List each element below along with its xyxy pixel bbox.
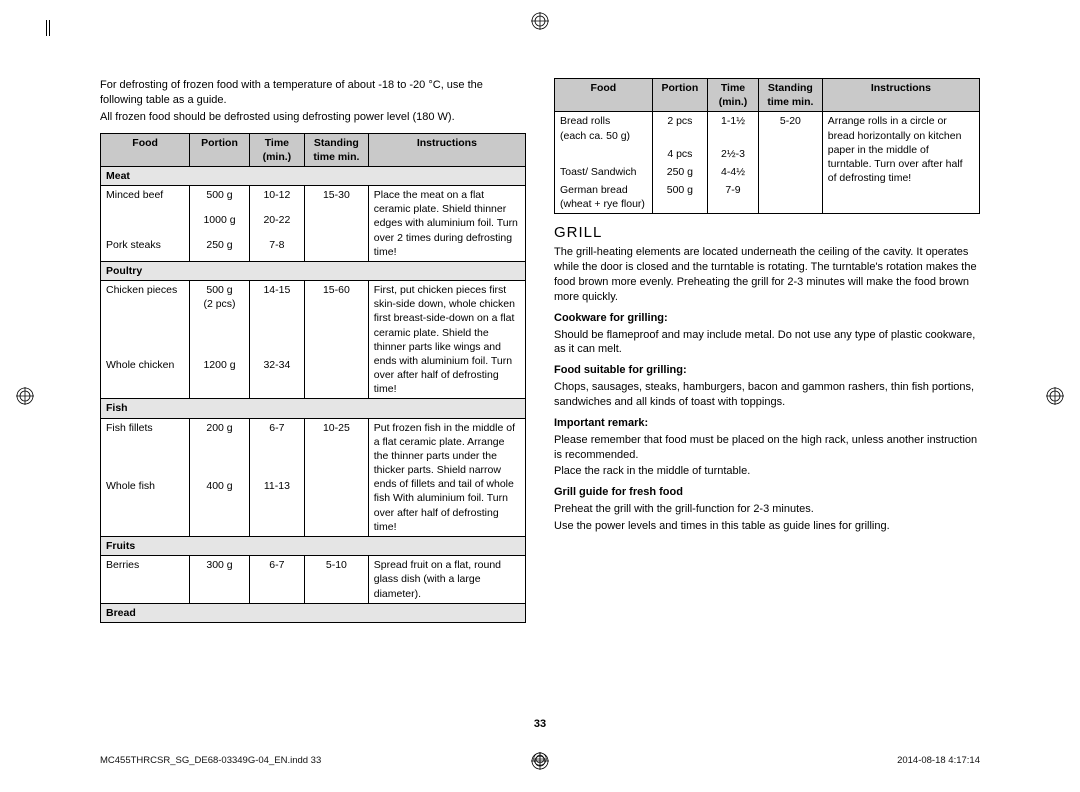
bread-table: Food Portion Time (min.) Standing time m… — [554, 78, 980, 214]
remark-heading: Important remark: — [554, 416, 980, 431]
guide-heading: Grill guide for fresh food — [554, 485, 980, 500]
page-content: For defrosting of frozen food with a tem… — [100, 78, 980, 668]
col-portion: Portion — [190, 133, 250, 166]
cell: Bread rolls(each ca. 50 g) — [555, 112, 653, 145]
cell: 4-4½ — [708, 163, 759, 181]
cell: Arrange rolls in a circle or bread horiz… — [822, 112, 979, 214]
cell: 14-15 — [249, 281, 304, 356]
registration-mark-top — [531, 12, 549, 30]
guide-text-1: Preheat the grill with the grill-functio… — [554, 502, 980, 517]
cell: 5-10 — [305, 556, 369, 604]
cell: Chicken pieces — [101, 281, 190, 356]
intro-text-1: For defrosting of frozen food with a tem… — [100, 78, 526, 108]
col-food: Food — [101, 133, 190, 166]
guide-text-2: Use the power levels and times in this t… — [554, 519, 980, 534]
intro-text-2: All frozen food should be defrosted usin… — [100, 110, 526, 125]
cell: Pork steaks — [101, 236, 190, 262]
section-poultry: Poultry — [101, 261, 526, 280]
col-food: Food — [555, 79, 653, 112]
col-time: Time (min.) — [249, 133, 304, 166]
footer: MC455THRCSR_SG_DE68-03349G-04_EN.indd 33… — [100, 755, 980, 766]
col-portion: Portion — [652, 79, 707, 112]
cell: 1200 g — [190, 356, 250, 399]
col-standing: Standing time min. — [305, 133, 369, 166]
cookware-heading: Cookware for grilling: — [554, 311, 980, 326]
remark-text-1: Please remember that food must be placed… — [554, 433, 980, 463]
cell: 250 g — [652, 163, 707, 181]
footer-timestamp: 2014-08-18 4:17:14 — [897, 755, 980, 766]
cell: 32-34 — [249, 356, 304, 399]
cell: 1-1½ — [708, 112, 759, 145]
cell: 500 g(2 pcs) — [190, 281, 250, 356]
cell: 2 pcs — [652, 112, 707, 145]
cell: 11-13 — [249, 477, 304, 536]
col-time: Time (min.) — [708, 79, 759, 112]
left-column: For defrosting of frozen food with a tem… — [100, 78, 526, 668]
cell: Fish fillets — [101, 418, 190, 477]
cell: Toast/ Sandwich — [555, 163, 653, 181]
grill-intro: The grill-heating elements are located u… — [554, 245, 980, 304]
cookware-text: Should be flameproof and may include met… — [554, 328, 980, 358]
footer-reg-icon — [533, 752, 547, 769]
cell: Whole fish — [101, 477, 190, 536]
cell: 400 g — [190, 477, 250, 536]
cell: 500 g — [652, 181, 707, 214]
defrosting-table: Food Portion Time (min.) Standing time m… — [100, 133, 526, 623]
section-fruits: Fruits — [101, 537, 526, 556]
cell: Whole chicken — [101, 356, 190, 399]
cell: Spread fruit on a flat, round glass dish… — [368, 556, 525, 604]
col-standing: Standing time min. — [759, 79, 823, 112]
section-meat: Meat — [101, 166, 526, 185]
cell: German bread(wheat + rye flour) — [555, 181, 653, 214]
cell: 200 g — [190, 418, 250, 477]
cell: 300 g — [190, 556, 250, 604]
cell: Minced beef — [101, 186, 190, 212]
cell: 4 pcs — [652, 145, 707, 163]
cell: 6-7 — [249, 418, 304, 477]
cell: 2½-3 — [708, 145, 759, 163]
registration-mark-right — [1046, 387, 1064, 405]
col-instructions: Instructions — [368, 133, 525, 166]
cell: Berries — [101, 556, 190, 604]
section-fish: Fish — [101, 399, 526, 418]
cell: 15-30 — [305, 186, 369, 212]
crop-mark — [46, 20, 50, 36]
cell: 10-12 — [249, 186, 304, 212]
cell: 20-22 — [249, 211, 304, 236]
cell: 7-9 — [708, 181, 759, 214]
cell: 15-60 — [305, 281, 369, 356]
cell: 250 g — [190, 236, 250, 262]
cell: 5-20 — [759, 112, 823, 145]
grill-title: GRILL — [554, 224, 980, 241]
remark-text-2: Place the rack in the middle of turntabl… — [554, 464, 980, 479]
section-bread: Bread — [101, 603, 526, 622]
cell: 10-25 — [305, 418, 369, 477]
registration-mark-left — [16, 387, 34, 405]
right-column: Food Portion Time (min.) Standing time m… — [554, 78, 980, 668]
cell: 500 g — [190, 186, 250, 212]
cell: 6-7 — [249, 556, 304, 604]
cell: First, put chicken pieces first skin-sid… — [368, 281, 525, 399]
cell: Place the meat on a flat ceramic plate. … — [368, 186, 525, 262]
cell: Put frozen fish in the middle of a flat … — [368, 418, 525, 536]
cell: 7-8 — [249, 236, 304, 262]
foods-heading: Food suitable for grilling: — [554, 363, 980, 378]
foods-text: Chops, sausages, steaks, hamburgers, bac… — [554, 380, 980, 410]
cell: 1000 g — [190, 211, 250, 236]
col-instructions: Instructions — [822, 79, 979, 112]
footer-file: MC455THRCSR_SG_DE68-03349G-04_EN.indd 33 — [100, 755, 321, 766]
page-number: 33 — [0, 718, 1080, 730]
